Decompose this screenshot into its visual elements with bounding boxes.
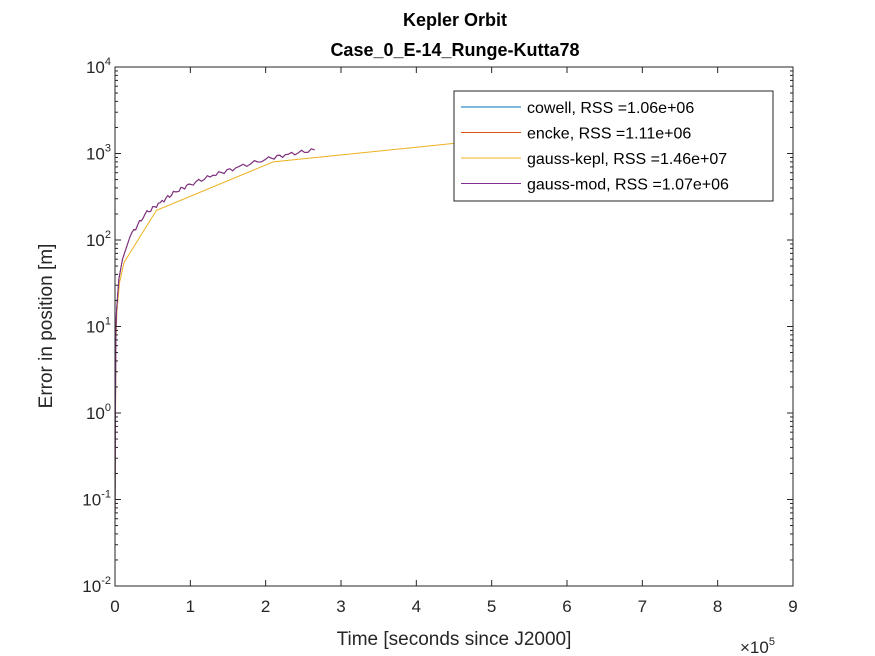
y-tick-label: 101 <box>86 316 111 337</box>
x-axis-label: Time [seconds since J2000] <box>337 629 572 650</box>
legend-entry: gauss-kepl, RSS =1.46e+07 <box>527 151 727 168</box>
legend: cowell, RSS =1.06e+06 encke, RSS =1.11e+0… <box>453 90 774 202</box>
x-tick-label: 4 <box>412 597 421 616</box>
x-tick-label: 8 <box>713 597 722 616</box>
series-line-gauss-mod <box>114 148 315 526</box>
x-axis: 0 1 2 3 4 5 6 7 8 9 <box>110 67 798 616</box>
y-tick-label: 100 <box>86 402 111 423</box>
x-tick-label: 5 <box>487 597 496 616</box>
y-tick-label: 10-1 <box>82 489 111 510</box>
x-tick-label: 7 <box>638 597 647 616</box>
y-axis-label: Error in position [m] <box>36 244 57 409</box>
y-tick-label: 10-2 <box>82 575 111 596</box>
legend-entry: cowell, RSS =1.06e+06 <box>527 100 694 117</box>
x-tick-label: 3 <box>336 597 345 616</box>
x-tick-label: 2 <box>261 597 270 616</box>
legend-box <box>453 90 774 202</box>
legend-entry: gauss-mod, RSS =1.07e+06 <box>527 177 729 194</box>
x-tick-label: 9 <box>788 597 797 616</box>
x-tick-label: 1 <box>186 597 195 616</box>
y-tick-label: 102 <box>86 229 111 250</box>
x-tick-label: 6 <box>562 597 571 616</box>
chart-subtitle: Case_0_E-14_Runge-Kutta78 <box>330 40 579 60</box>
legend-entry: encke, RSS =1.11e+06 <box>527 126 691 143</box>
x-scale-multiplier: ×105 <box>740 636 775 656</box>
y-tick-label: 104 <box>86 56 111 77</box>
y-axis: 10-2 10-1 100 101 102 103 104 <box>82 56 793 596</box>
y-tick-label: 103 <box>86 143 111 164</box>
chart-title: Kepler Orbit <box>403 10 507 30</box>
x-tick-label: 0 <box>110 597 119 616</box>
